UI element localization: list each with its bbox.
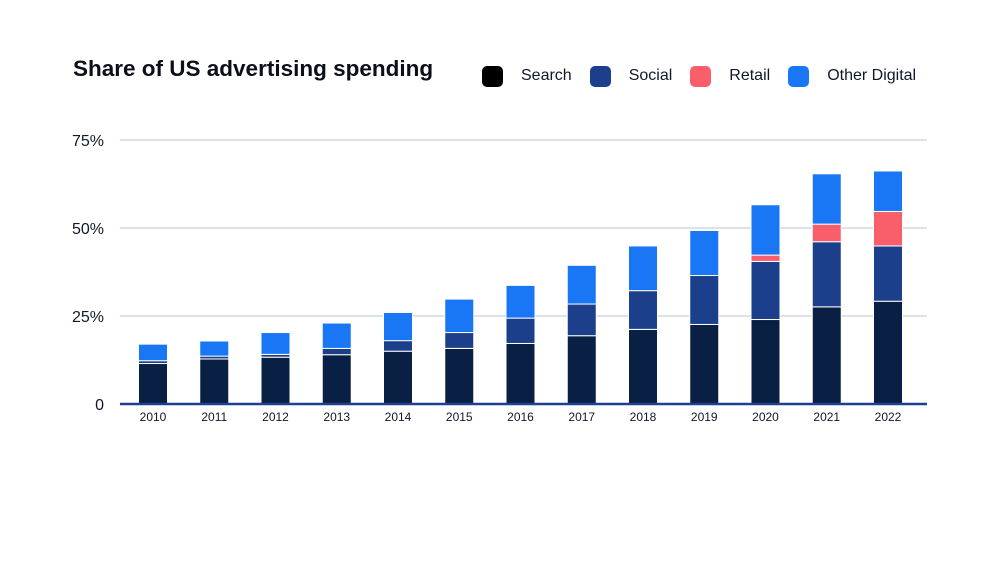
bar-2016-search	[505, 342, 536, 405]
legend-label-other-digital: Other Digital	[827, 67, 917, 84]
bar-2015-social	[444, 332, 475, 349]
legend-item-other-digital[interactable]: Other Digital	[788, 65, 917, 87]
y-tick-label-50: 50%	[72, 221, 104, 238]
bar-2014-search	[383, 350, 413, 405]
legend-item-retail[interactable]: Retail	[690, 65, 771, 87]
bar-2010-search	[138, 363, 168, 405]
bar-2022-retail	[873, 210, 903, 247]
bar-2020-other-digital	[750, 204, 781, 256]
bar-2014-social	[383, 340, 413, 352]
legend-item-social[interactable]: Social	[589, 65, 673, 87]
x-tick-label-2016: 2016	[507, 410, 534, 424]
bar-2022-social	[873, 245, 903, 302]
legend-label-search: Search	[521, 67, 572, 84]
bar-2019-search	[689, 323, 720, 405]
bar-2018-search	[628, 328, 658, 405]
bar-2016-other-digital	[505, 284, 536, 319]
legend-item-search[interactable]: Search	[482, 65, 572, 87]
bar-2016-social	[505, 317, 536, 344]
bar-2010-other-digital	[138, 343, 168, 362]
bar-2014-other-digital	[383, 311, 413, 342]
legend-swatch-other-digital	[788, 65, 810, 87]
legend-label-retail: Retail	[729, 67, 771, 84]
x-tick-label-2019: 2019	[691, 410, 718, 424]
bar-2019-other-digital	[689, 229, 720, 277]
bar-2020-retail	[750, 254, 781, 262]
bar-2021-social	[811, 241, 842, 308]
bar-2021-search	[811, 306, 842, 405]
bar-2013-other-digital	[321, 322, 352, 349]
bar-2022-search	[873, 300, 903, 405]
bar-2021-other-digital	[811, 173, 842, 225]
x-tick-label-2020: 2020	[752, 410, 779, 424]
legend: Search Social Retail Other Digital	[482, 63, 916, 89]
x-tick-label-2022: 2022	[875, 410, 902, 424]
x-tick-label-2017: 2017	[568, 410, 595, 424]
x-tick-label-2010: 2010	[140, 410, 167, 424]
x-tick-label-2014: 2014	[385, 410, 412, 424]
chart-title: Share of US advertising spending	[73, 56, 434, 81]
bar-2017-search	[566, 335, 597, 405]
bar-2011-other-digital	[199, 340, 230, 357]
bar-2018-social	[628, 290, 658, 330]
axes: 0 25% 50% 75% 2010 2011 2012 2013 2014 2015 2016 20…	[72, 133, 927, 424]
y-tick-label-0: 0	[95, 397, 104, 414]
bar-2012-other-digital	[260, 332, 291, 355]
bar-2013-search	[321, 354, 352, 405]
bar-2015-search	[444, 347, 475, 405]
bar-2012-search	[260, 356, 291, 405]
bars	[138, 170, 903, 405]
bar-2013-social	[321, 347, 352, 356]
x-tick-label-2018: 2018	[630, 410, 657, 424]
bar-2021-retail	[811, 223, 842, 243]
legend-label-social: Social	[628, 67, 673, 84]
x-tick-label-2011: 2011	[201, 410, 227, 424]
x-tick-label-2012: 2012	[262, 410, 289, 424]
legend-swatch-social	[589, 65, 611, 87]
bar-2020-social	[750, 260, 781, 321]
bar-2017-social	[566, 303, 597, 337]
y-tick-label-75: 75%	[72, 133, 104, 150]
y-tick-label-25: 25%	[72, 309, 104, 326]
bar-2020-search	[750, 319, 781, 405]
bar-2017-other-digital	[566, 264, 597, 305]
legend-swatch-retail	[690, 65, 712, 87]
bar-2022-other-digital	[873, 170, 903, 212]
bar-2019-social	[689, 275, 720, 325]
x-tick-label-2015: 2015	[446, 410, 473, 424]
x-tick-label-2021: 2021	[813, 410, 840, 424]
bar-2015-other-digital	[444, 298, 475, 334]
bar-2018-other-digital	[628, 245, 658, 292]
legend-swatch-search	[482, 65, 503, 87]
x-tick-label-2013: 2013	[323, 410, 350, 424]
bar-2011-search	[199, 358, 230, 405]
